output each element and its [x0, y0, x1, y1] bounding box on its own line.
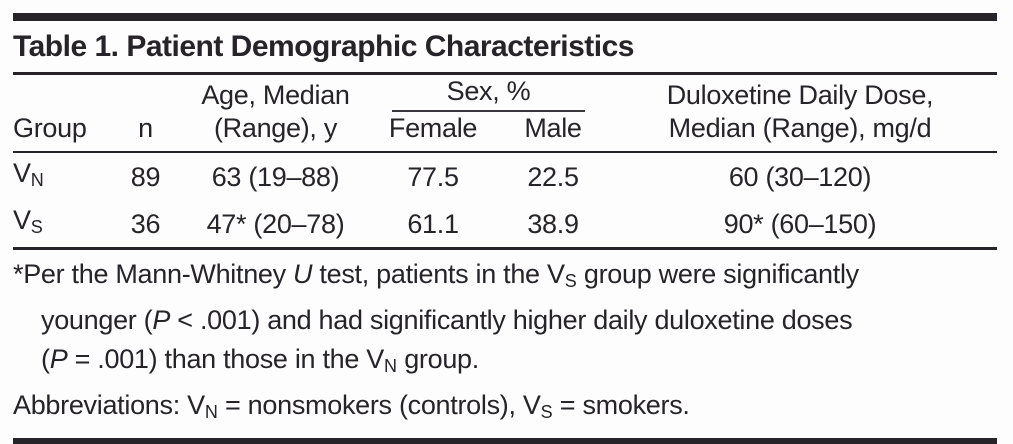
- table-body: VN 89 63 (19–88) 77.5 22.5 60 (30–120) V…: [13, 152, 997, 250]
- cell-group: VS: [13, 200, 103, 250]
- group-subscript: N: [30, 170, 44, 190]
- bottom-rule: [13, 438, 997, 444]
- group-symbol: V: [13, 205, 31, 235]
- cell-female: 61.1: [363, 200, 503, 250]
- col-header-male: Male: [503, 112, 603, 153]
- demographics-table: Group n Age, Median (Range), y Sex, % Du…: [13, 75, 997, 250]
- col-header-dose-line2: Median (Range), mg/d: [668, 113, 932, 143]
- col-header-age-line2: (Range), y: [213, 113, 338, 143]
- cell-female: 77.5: [407, 161, 459, 192]
- table-row-vs: VS 36 47* (20–78) 61.1 38.9 90* (60–150): [13, 200, 997, 250]
- footnote-text: group were significantly: [576, 259, 859, 289]
- col-header-sex-label: Sex, %: [446, 76, 531, 106]
- footnote-text: = nonsmokers (controls), V: [217, 390, 541, 420]
- col-header-female: Female: [363, 112, 503, 153]
- cell-group: VN: [13, 152, 103, 200]
- table-row-vn: VN 89 63 (19–88) 77.5 22.5 60 (30–120): [13, 152, 997, 200]
- footnote-italic-p: P: [49, 344, 68, 374]
- footnote-significance-line1: *Per the Mann-Whitney U test, patients i…: [13, 255, 997, 301]
- footnote-text: Abbreviations: V: [13, 390, 205, 420]
- col-header-group: Group: [13, 75, 103, 153]
- footnote-italic-u: U: [293, 259, 313, 289]
- footnote-text: *Per the Mann-Whitney: [13, 259, 294, 289]
- footnote-subscript: S: [564, 271, 577, 291]
- col-header-sex: Sex, %: [363, 75, 603, 112]
- col-header-dose: Duloxetine Daily Dose, Median (Range), m…: [603, 75, 997, 153]
- cell-male: 22.5: [527, 161, 579, 192]
- col-header-age: Age, Median (Range), y: [188, 75, 363, 153]
- cell-age: 63 (19–88): [211, 161, 340, 192]
- footnote-abbreviations: Abbreviations: VN = nonsmokers (controls…: [13, 386, 997, 432]
- table-title: Table 1. Patient Demographic Characteris…: [13, 30, 635, 63]
- footnote-significance-line3: (P = .001) than those in the VN group.: [13, 340, 997, 386]
- top-rule: [13, 13, 997, 21]
- footnote-text: (: [41, 344, 50, 374]
- footnote-text: = .001) than those in the V: [67, 344, 385, 374]
- cell-n: 89: [130, 161, 161, 192]
- col-header-age-line1: Age, Median: [201, 80, 350, 110]
- footnote-text: = smokers.: [552, 390, 690, 420]
- cell-age: 47* (20–78): [188, 200, 363, 250]
- group-symbol: V: [13, 158, 31, 188]
- group-subscript: S: [30, 217, 43, 237]
- footnote-italic-p: P: [152, 305, 171, 335]
- footnote-text: test, patients in the V: [312, 259, 565, 289]
- cell-dose: 60 (30–120): [728, 161, 872, 192]
- cell-dose: 90* (60–150): [603, 200, 997, 250]
- footnote-subscript: N: [384, 356, 397, 376]
- cell-male: 38.9: [503, 200, 603, 250]
- footnote-text: < .001) and had significantly higher dai…: [170, 305, 853, 335]
- col-header-n: n: [103, 75, 188, 153]
- table-header: Group n Age, Median (Range), y Sex, % Du…: [13, 75, 997, 153]
- footnote-text: group.: [397, 344, 479, 374]
- footnotes: *Per the Mann-Whitney U test, patients i…: [13, 255, 997, 432]
- sex-spanner-rule: Sex, %: [392, 75, 585, 112]
- footnote-subscript: N: [204, 402, 218, 422]
- footnote-text: younger (: [41, 305, 153, 335]
- footnote-significance-line2: younger (P < .001) and had significantly…: [13, 301, 997, 340]
- footnote-subscript: S: [540, 402, 553, 422]
- cell-n: 36: [103, 200, 188, 250]
- col-header-dose-line1: Duloxetine Daily Dose,: [666, 80, 934, 110]
- title-rule: [13, 72, 997, 75]
